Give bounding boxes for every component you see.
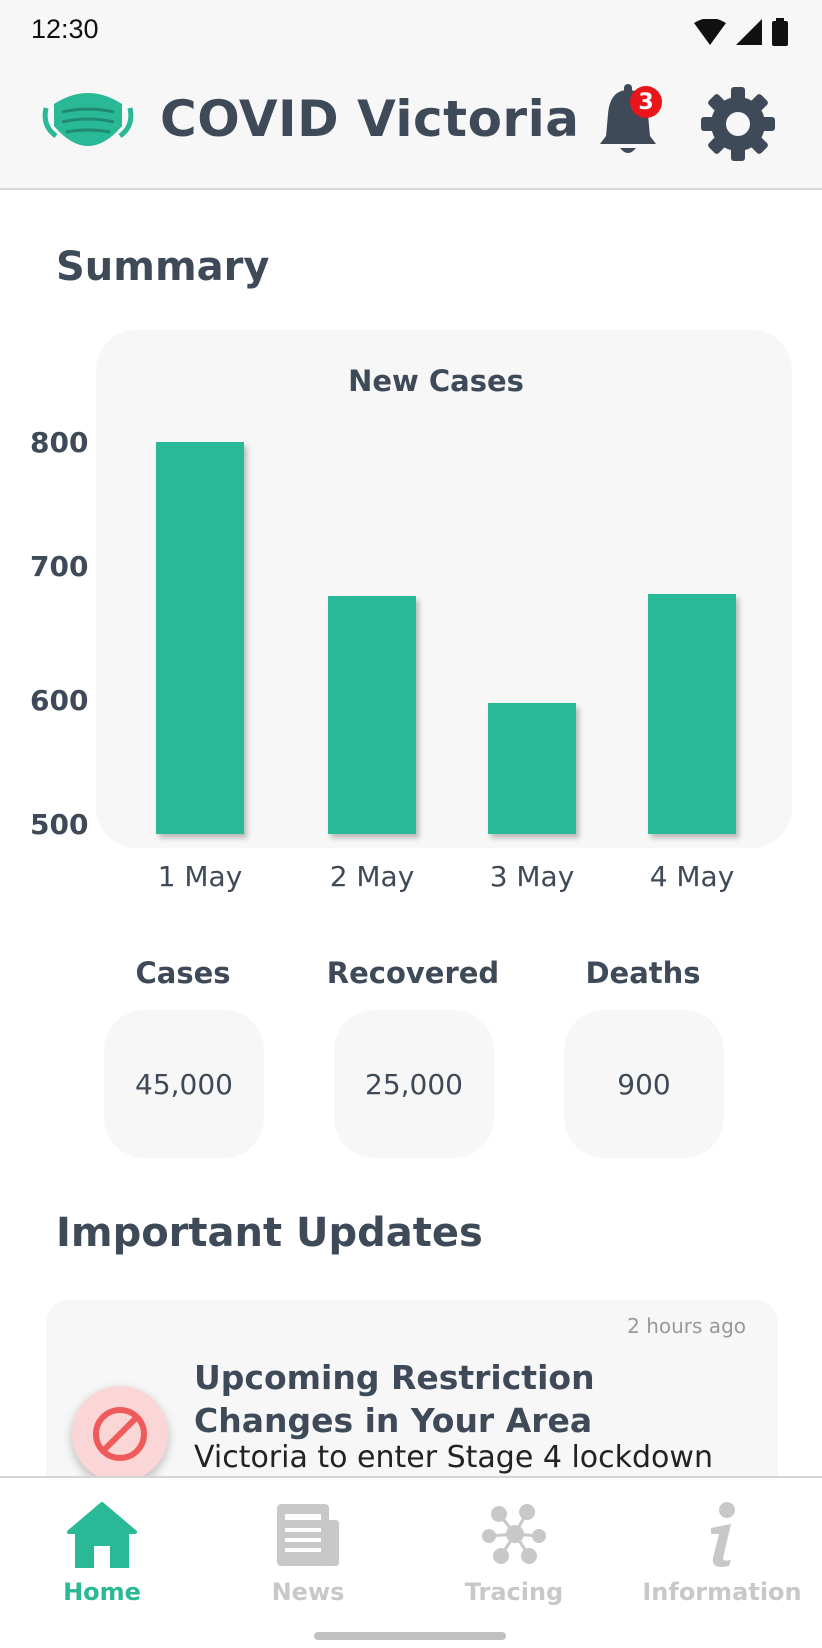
updates-heading: Important Updates — [56, 1210, 483, 1256]
y-tick-label: 500 — [30, 808, 89, 841]
battery-icon — [772, 18, 788, 46]
no-entry-icon — [72, 1386, 168, 1482]
status-bar: 12:30 — [0, 0, 822, 64]
x-tick-label: 1 May — [157, 860, 243, 893]
chart-title: New Cases — [348, 364, 524, 398]
stat-label-cases: Cases — [135, 956, 231, 990]
notification-badge: 3 — [630, 86, 662, 118]
chart-bar — [648, 593, 736, 834]
update-title: Upcoming Restriction Changes in Your Are… — [194, 1358, 595, 1440]
update-timestamp: 2 hours ago — [627, 1314, 746, 1338]
nav-tracing[interactable]: Tracing — [424, 1502, 604, 1606]
bottom-navigation: Home News Tracing — [0, 1476, 822, 1648]
y-tick-label: 800 — [30, 426, 89, 459]
signal-icon — [736, 19, 762, 45]
home-icon — [67, 1502, 137, 1570]
tracing-icon — [482, 1504, 546, 1564]
stat-value-recovered: 25,000 — [334, 1010, 494, 1158]
chart-bar — [328, 596, 416, 834]
app-bar: COVID Victoria 3 — [0, 64, 822, 190]
nav-news-label: News — [271, 1578, 345, 1606]
app-title: COVID Victoria — [160, 90, 580, 148]
y-tick-label: 600 — [30, 684, 89, 717]
update-body: Victoria to enter Stage 4 lockdown — [194, 1440, 713, 1475]
update-card[interactable] — [46, 1300, 778, 1500]
chart-bar — [488, 703, 576, 834]
settings-gear-icon[interactable] — [700, 86, 776, 162]
nav-home[interactable]: Home — [12, 1502, 192, 1606]
chart-bar — [156, 442, 244, 834]
stat-label-deaths: Deaths — [585, 956, 701, 990]
stat-label-recovered: Recovered — [326, 956, 500, 990]
summary-heading: Summary — [56, 244, 270, 290]
nav-news[interactable]: News — [218, 1502, 398, 1606]
y-tick-label: 700 — [30, 550, 89, 583]
x-tick-label: 2 May — [329, 860, 415, 893]
wifi-icon — [694, 19, 726, 45]
x-tick-label: 4 May — [649, 860, 735, 893]
nav-home-label: Home — [63, 1578, 141, 1606]
nav-tracing-label: Tracing — [464, 1578, 564, 1606]
info-icon — [711, 1502, 735, 1567]
nav-information-label: Information — [642, 1578, 802, 1606]
newspaper-icon — [277, 1504, 339, 1566]
mask-logo-icon — [42, 93, 134, 146]
stat-value-deaths: 900 — [564, 1010, 724, 1158]
status-time: 12:30 — [31, 14, 99, 44]
nav-information[interactable]: Information — [632, 1502, 812, 1606]
status-icons — [694, 18, 788, 46]
stat-value-cases: 45,000 — [104, 1010, 264, 1158]
home-indicator — [314, 1632, 506, 1640]
x-tick-label: 3 May — [489, 860, 575, 893]
